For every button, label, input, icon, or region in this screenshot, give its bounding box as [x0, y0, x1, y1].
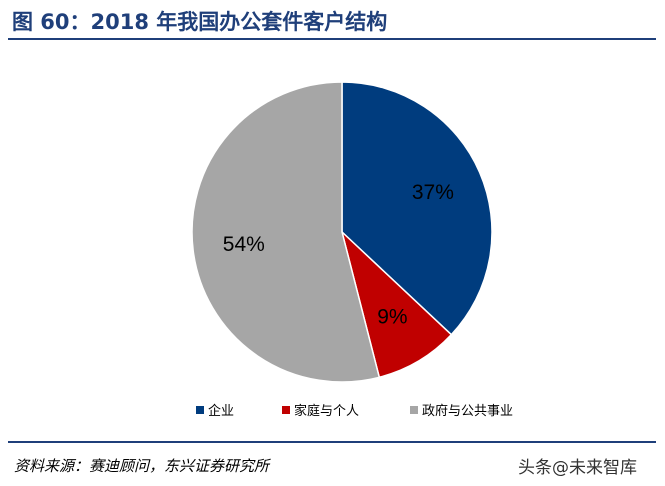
chart-legend: 企业 家庭与个人 政府与公共事业	[0, 400, 665, 420]
legend-label-0: 企业	[208, 404, 235, 419]
pie-chart: 37% 9% 54%	[191, 81, 493, 383]
pie-slice-1	[340, 229, 453, 379]
legend-label-1: 家庭与个人	[294, 404, 360, 419]
source-rule	[8, 441, 656, 443]
legend-swatch-0	[196, 405, 204, 414]
watermark: 头条@未来智库	[518, 458, 637, 478]
legend-label-2: 政府与公共事业	[422, 404, 514, 419]
legend-item-2: 政府与公共事业	[410, 400, 513, 419]
pie-slice-0	[341, 81, 493, 336]
legend-item-0: 企业	[196, 400, 234, 419]
pie-label-0: 37%	[412, 181, 454, 204]
legend-swatch-1	[282, 405, 290, 414]
legend-swatch-2	[410, 405, 418, 414]
legend-item-1: 家庭与个人	[282, 400, 359, 419]
title-rule	[8, 38, 656, 40]
figure-title: 图 60：2018 年我国办公套件客户结构	[12, 10, 388, 34]
pie-label-2: 54%	[223, 233, 265, 256]
source-note: 资料来源：赛迪顾问，东兴证券研究所	[14, 457, 270, 475]
pie-label-1: 9%	[377, 306, 407, 329]
pie-slice-2	[191, 81, 381, 383]
